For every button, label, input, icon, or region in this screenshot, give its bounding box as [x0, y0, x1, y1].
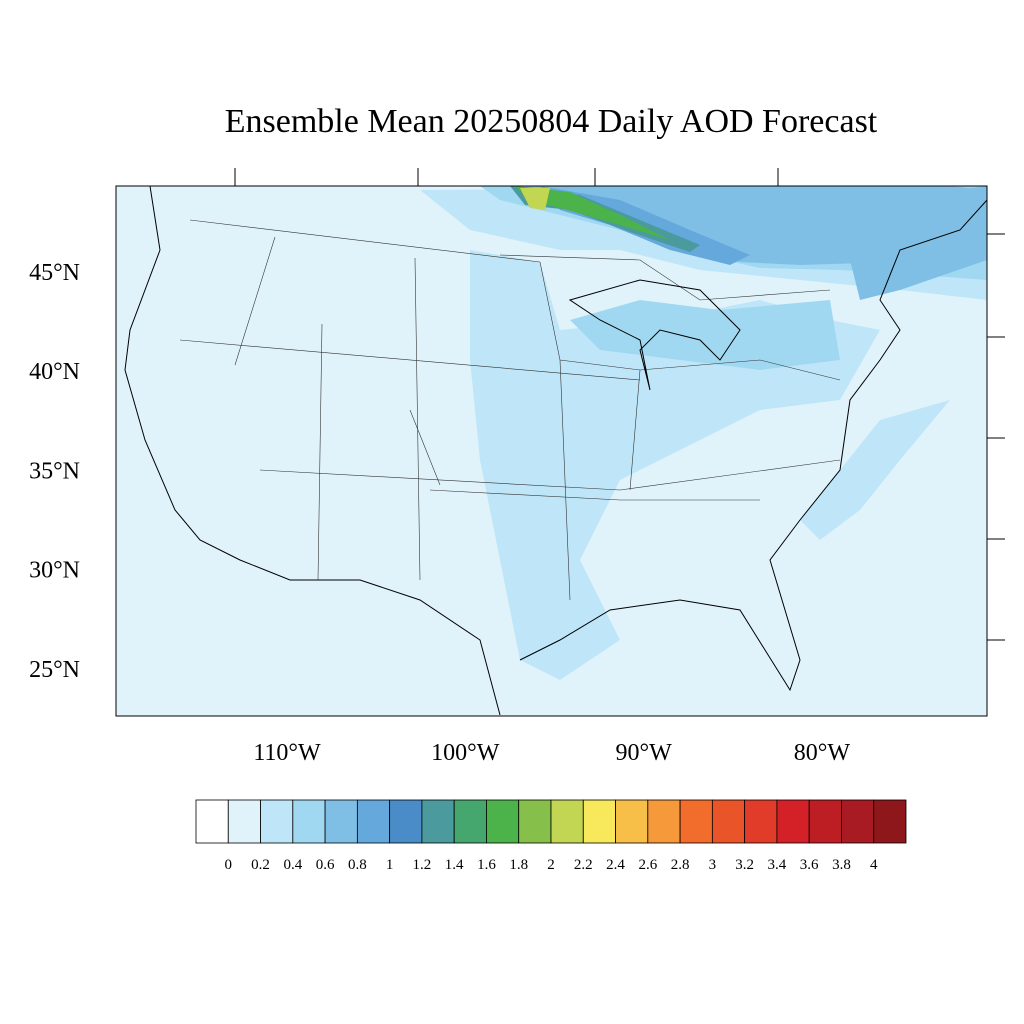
colorbar-box	[356, 799, 391, 844]
state-border	[179, 219, 841, 601]
colorbar-box	[292, 799, 326, 844]
latitude-label: 35°N	[29, 458, 80, 484]
coastline	[124, 185, 988, 716]
aod-region	[850, 186, 987, 300]
map-area	[115, 168, 1005, 717]
colorbar-label: 2.4	[606, 857, 625, 873]
longitude-label: 90°W	[615, 740, 672, 766]
colorbar: 0 0.2 0.4 0.6 0.8 1 1.2 1.4 1.6 1.8 2 2.2 2.4 2.6 2.8 3…	[195, 799, 907, 873]
colorbar-box	[518, 799, 552, 844]
frame-tick	[234, 168, 1005, 641]
colorbar-label: 0.4	[283, 857, 302, 873]
aod-region	[520, 188, 550, 210]
colorbar-box	[615, 799, 649, 844]
longitude-label: 110°W	[253, 740, 321, 766]
colorbar-label: 0.2	[251, 857, 270, 873]
colorbar-box	[195, 799, 229, 844]
latitude-label: 45°N	[29, 260, 80, 286]
colorbar-box	[711, 799, 746, 844]
latitude-label: 40°N	[29, 359, 80, 385]
colorbar-box	[421, 799, 455, 844]
colorbar-box	[808, 799, 842, 844]
colorbar-box	[260, 799, 294, 844]
longitude-label: 80°W	[794, 740, 851, 766]
latitude-label: 25°N	[29, 657, 80, 683]
colorbar-label: 2.2	[574, 857, 593, 873]
colorbar-box	[389, 799, 423, 844]
colorbar-label: 3.4	[768, 857, 787, 873]
colorbar-label: 1.8	[509, 857, 528, 873]
colorbar-box	[550, 799, 584, 844]
colorbar-box	[324, 799, 358, 844]
colorbar-box	[776, 799, 810, 844]
colorbar-label: 0.8	[348, 857, 367, 873]
colorbar-box	[873, 799, 907, 844]
colorbar-box	[227, 799, 261, 844]
colorbar-label: 3	[709, 857, 717, 873]
colorbar-label: 0.6	[316, 857, 335, 873]
colorbar-box	[582, 799, 616, 844]
aod-region	[800, 400, 950, 540]
longitude-label: 100°W	[431, 740, 500, 766]
colorbar-box	[679, 799, 713, 844]
latitude-label: 30°N	[29, 558, 80, 584]
colorbar-label: 4	[870, 857, 878, 873]
aod-region	[570, 300, 840, 370]
colorbar-label: 3.2	[735, 857, 754, 873]
colorbar-box	[647, 799, 681, 844]
map-frame	[115, 185, 988, 717]
colorbar-label: 1.6	[477, 857, 496, 873]
colorbar-label: 2.6	[638, 857, 657, 873]
colorbar-label: 1	[386, 857, 394, 873]
map-title: Ensemble Mean 20250804 Daily AOD Forecas…	[225, 103, 878, 140]
colorbar-label: 1.4	[445, 857, 464, 873]
colorbar-label: 2	[547, 857, 555, 873]
colorbar-label: 0	[225, 857, 233, 873]
colorbar-label: 3.8	[832, 857, 851, 873]
colorbar-box	[486, 799, 520, 844]
aod-region	[515, 186, 670, 240]
colorbar-box	[841, 799, 875, 844]
colorbar-label: 1.2	[413, 857, 432, 873]
colorbar-label: 2.8	[671, 857, 690, 873]
colorbar-label: 3.6	[800, 857, 819, 873]
colorbar-box	[744, 799, 778, 844]
colorbar-box	[453, 799, 487, 844]
great-lakes	[568, 279, 741, 391]
